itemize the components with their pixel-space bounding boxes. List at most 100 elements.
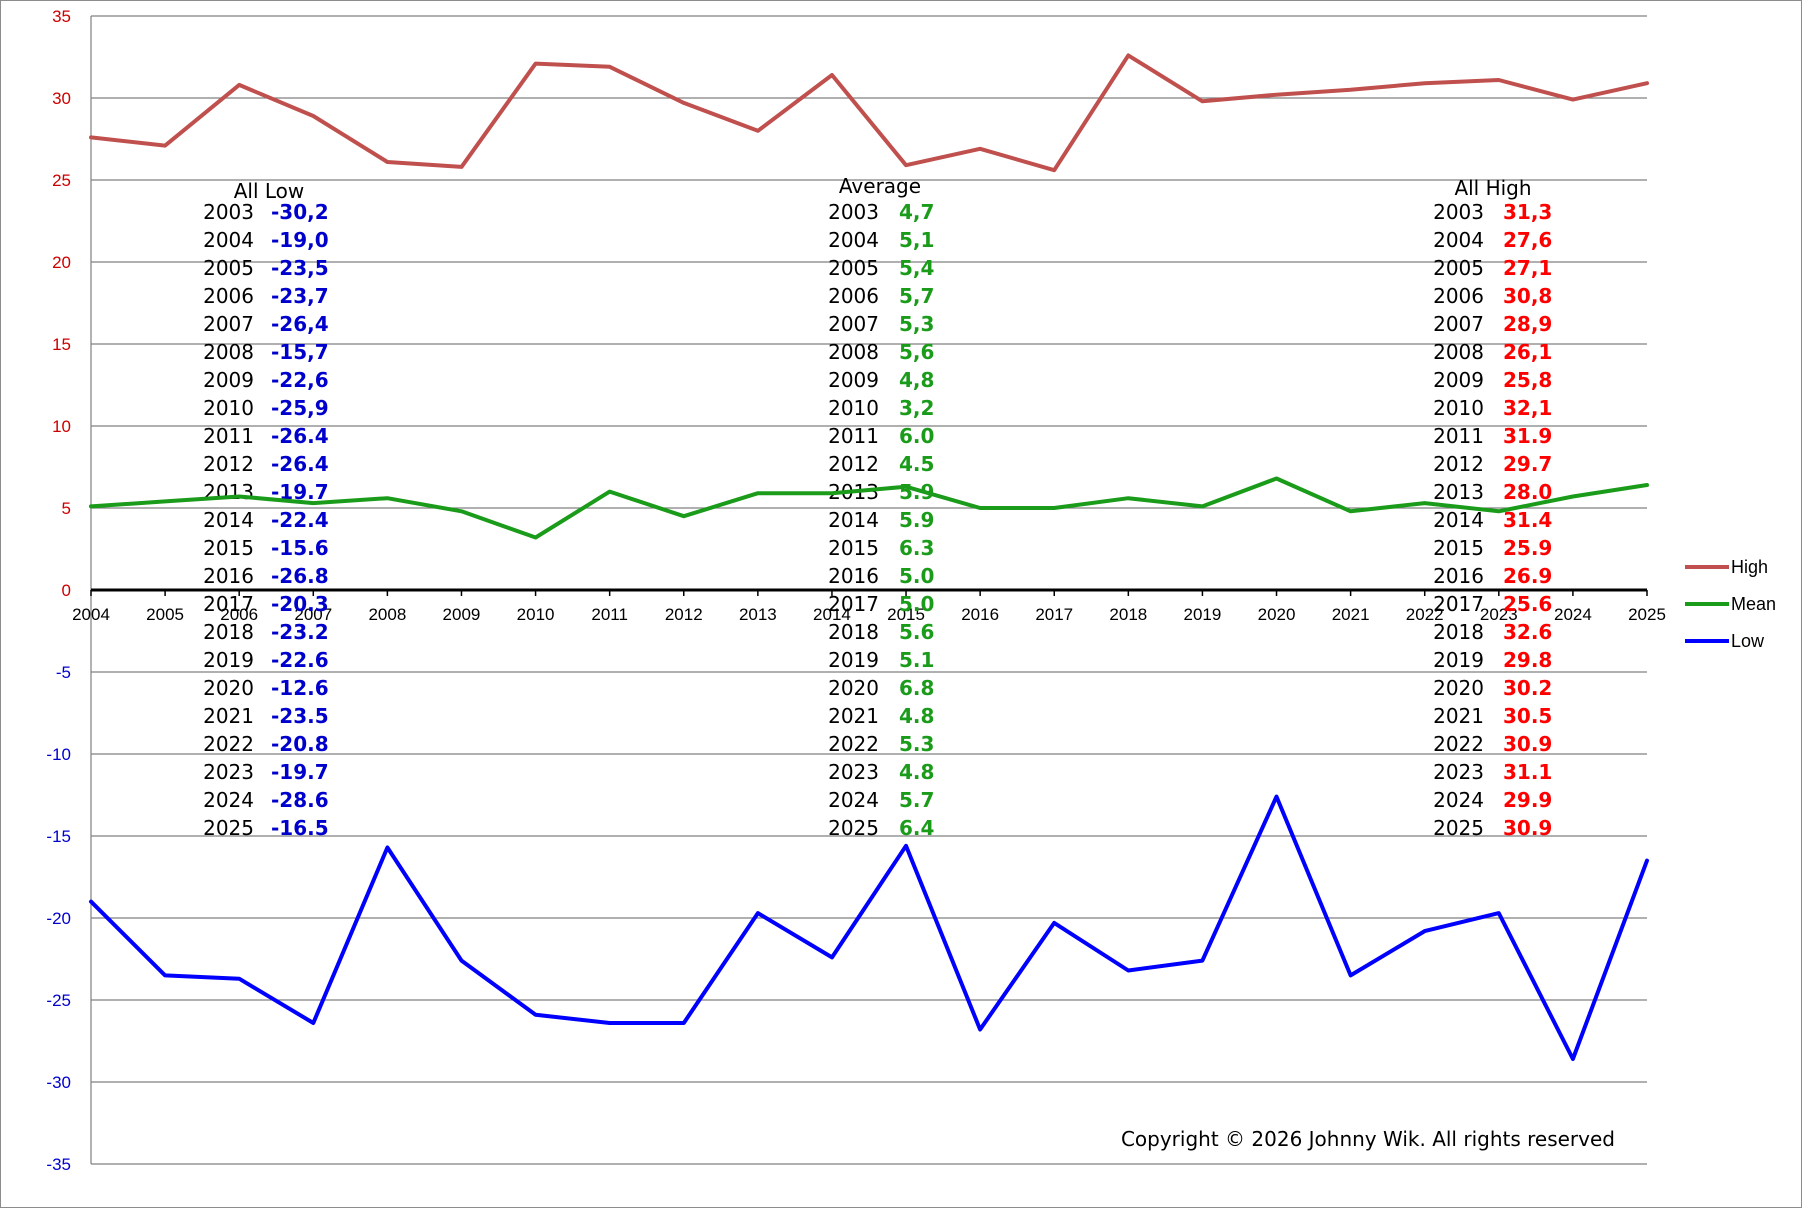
mean-table-value: 5.3 (899, 732, 934, 756)
legend-label: High (1731, 557, 1768, 577)
x-tick-label: 2024 (1554, 605, 1592, 624)
low-table-year: 2024 (203, 788, 254, 812)
mean-table-year: 2018 (828, 620, 879, 644)
low-table-year: 2021 (203, 704, 254, 728)
high-table-value: 30.2 (1503, 676, 1552, 700)
low-table-year: 2022 (203, 732, 254, 756)
x-tick-label: 2012 (665, 605, 703, 624)
high-table-value: 30,8 (1503, 284, 1552, 308)
x-tick-label: 2007 (294, 605, 332, 624)
high-table-year: 2015 (1433, 536, 1484, 560)
legend-item-low: Low (1685, 631, 1765, 651)
mean-table-value: 5,6 (899, 340, 934, 364)
high-table-year: 2019 (1433, 648, 1484, 672)
high-table-year: 2004 (1433, 228, 1484, 252)
legend-item-mean: Mean (1685, 594, 1776, 614)
y-tick-label: 5 (62, 499, 71, 518)
x-tick-label: 2010 (517, 605, 555, 624)
mean-table-value: 5.1 (899, 648, 934, 672)
low-table-value: -23.2 (271, 620, 329, 644)
mean-table-year: 2006 (828, 284, 879, 308)
mean-table-value: 6.8 (899, 676, 934, 700)
low-table-value: -28.6 (271, 788, 329, 812)
high-table-value: 29.8 (1503, 648, 1552, 672)
x-tick-label: 2023 (1480, 605, 1518, 624)
y-tick-label: -5 (56, 663, 71, 682)
high-table-year: 2016 (1433, 564, 1484, 588)
mean-table-year: 2016 (828, 564, 879, 588)
copyright-text: Copyright © 2026 Johnny Wik. All rights … (1121, 1127, 1615, 1151)
low-table-value: -16.5 (271, 816, 329, 840)
low-table-year: 2004 (203, 228, 254, 252)
y-tick-label: 0 (62, 581, 71, 600)
low-table-value: -20.8 (271, 732, 329, 756)
low-table-year: 2020 (203, 676, 254, 700)
low-table-year: 2014 (203, 508, 254, 532)
high-table-value: 27,1 (1503, 256, 1552, 280)
high-table-year: 2023 (1433, 760, 1484, 784)
high-table-year: 2024 (1433, 788, 1484, 812)
high-table-value: 27,6 (1503, 228, 1552, 252)
legend-label: Mean (1731, 594, 1776, 614)
mean-table-value: 5,3 (899, 312, 934, 336)
high-table-value: 32.6 (1503, 620, 1552, 644)
high-table-value: 28,9 (1503, 312, 1552, 336)
low-table-value: -26,4 (271, 312, 329, 336)
low-table-year: 2015 (203, 536, 254, 560)
low-table-value: -15.6 (271, 536, 329, 560)
legend-item-high: High (1685, 557, 1768, 577)
high-table-value: 30.5 (1503, 704, 1552, 728)
high-table-title: All High (1454, 176, 1531, 200)
mean-table-year: 2008 (828, 340, 879, 364)
high-table-value: 30.9 (1503, 816, 1552, 840)
mean-table-year: 2005 (828, 256, 879, 280)
y-tick-label: 20 (52, 253, 71, 272)
low-table-year: 2025 (203, 816, 254, 840)
high-table-year: 2021 (1433, 704, 1484, 728)
high-table-value: 31.9 (1503, 424, 1552, 448)
series-lines (89, 53, 1649, 1061)
high-table-value: 30.9 (1503, 732, 1552, 756)
mean-table-value: 6.4 (899, 816, 934, 840)
low-table-value: -30,2 (271, 200, 329, 224)
low-table-value: -26.4 (271, 452, 329, 476)
mean-table-value: 4,8 (899, 368, 934, 392)
y-tick-label: 25 (52, 171, 71, 190)
x-tick-label: 2008 (368, 605, 406, 624)
x-tick-label: 2016 (961, 605, 999, 624)
x-tick-label: 2017 (1035, 605, 1073, 624)
mean-table-year: 2004 (828, 228, 879, 252)
high-table-year: 2003 (1433, 200, 1484, 224)
low-table-value: -23,5 (271, 256, 329, 280)
x-tick-label: 2022 (1406, 605, 1444, 624)
mean-table-title: Average (839, 174, 921, 198)
high-table-value: 25.9 (1503, 536, 1552, 560)
mean-table-year: 2022 (828, 732, 879, 756)
low-table-year: 2023 (203, 760, 254, 784)
gridlines (91, 15, 1647, 1165)
mean-table-value: 4.8 (899, 760, 934, 784)
x-tick-label: 2014 (813, 605, 851, 624)
mean-table-value: 6.3 (899, 536, 934, 560)
series-line-mean (89, 476, 1649, 540)
high-table-value: 31,3 (1503, 200, 1552, 224)
mean-table-year: 2017 (828, 592, 879, 616)
low-table-title: All Low (234, 179, 305, 203)
x-tick-label: 2019 (1184, 605, 1222, 624)
low-table-value: -23,7 (271, 284, 329, 308)
x-tick-label: 2020 (1258, 605, 1296, 624)
high-table-value: 32,1 (1503, 396, 1552, 420)
x-tick-label: 2006 (220, 605, 258, 624)
high-table-year: 2017 (1433, 592, 1484, 616)
mean-table-year: 2023 (828, 760, 879, 784)
y-tick-label: -30 (46, 1073, 71, 1092)
mean-table-value: 5,7 (899, 284, 934, 308)
mean-table-year: 2011 (828, 424, 879, 448)
low-table-year: 2012 (203, 452, 254, 476)
high-table-year: 2007 (1433, 312, 1484, 336)
low-table-value: -25,9 (271, 396, 329, 420)
